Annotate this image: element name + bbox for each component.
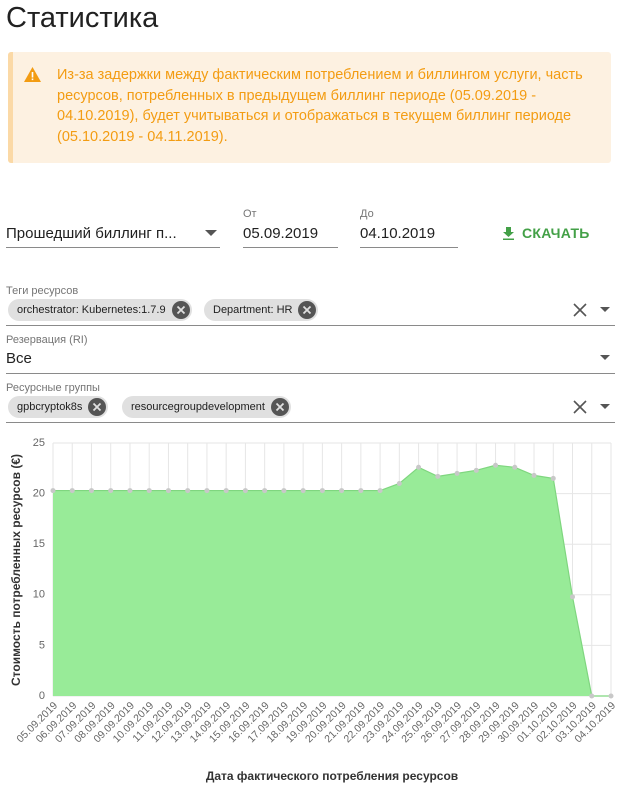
warning-icon: [24, 67, 41, 82]
data-point: [146, 488, 152, 494]
y-tick-label: 0: [39, 690, 45, 702]
underline: [6, 325, 615, 326]
data-point: [531, 472, 537, 478]
data-point: [108, 488, 114, 494]
area-line: [53, 464, 611, 697]
chip-remove[interactable]: [270, 398, 289, 416]
alert-box: [8, 52, 611, 163]
data-point: [339, 488, 345, 494]
underline: [360, 247, 458, 248]
data-point: [435, 473, 441, 479]
groups-label: Ресурсные группы: [6, 382, 100, 394]
tags-label: Теги ресурсов: [6, 285, 79, 297]
area: [53, 465, 611, 696]
data-point: [223, 488, 229, 494]
to-input[interactable]: 04.10.2019: [360, 225, 436, 242]
chip[interactable]: resourcegroupdevelopment: [122, 396, 291, 418]
y-tick-label: 5: [39, 639, 45, 651]
page-title: Статистика: [6, 2, 159, 34]
data-point: [608, 693, 614, 699]
data-point: [300, 488, 306, 494]
dropdown-arrow[interactable]: [600, 355, 610, 360]
from-input[interactable]: 05.09.2019: [243, 225, 319, 242]
alert-text: Из-за задержки между фактическим потребл…: [57, 67, 583, 145]
chip-text: orchestrator: Kubernetes:1.7.9: [17, 304, 166, 316]
chip[interactable]: orchestrator: Kubernetes:1.7.9: [8, 299, 192, 321]
data-point: [242, 488, 248, 494]
download-label: СКАЧАТЬ: [522, 225, 590, 241]
data-point: [281, 488, 287, 494]
data-point: [165, 488, 171, 494]
chip[interactable]: Department: HR: [204, 299, 319, 321]
underline: [6, 422, 615, 423]
from-label: От: [243, 208, 257, 220]
underline: [243, 247, 338, 248]
y-tick-label: 15: [33, 538, 45, 550]
underline: [6, 373, 615, 374]
period-select[interactable]: Прошедший биллинг п...: [6, 225, 177, 242]
underline: [6, 247, 220, 248]
chart: Стоимость потребленных ресурсов (€) Дата…: [9, 437, 618, 783]
data-point: [454, 470, 460, 476]
chip-remove[interactable]: [88, 398, 107, 416]
data-point: [473, 467, 479, 473]
data-point: [493, 462, 499, 468]
to-label: До: [360, 208, 374, 220]
data-point: [416, 464, 422, 470]
data-point: [69, 488, 75, 494]
data-point: [127, 488, 133, 494]
y-tick-label: 25: [33, 437, 45, 449]
clear-button[interactable]: [573, 400, 587, 414]
data-point: [377, 488, 383, 494]
dropdown-arrow[interactable]: [600, 404, 610, 409]
y-tick-label: 20: [33, 488, 45, 500]
data-point: [570, 594, 576, 600]
dropdown-arrow[interactable]: [600, 307, 610, 312]
dropdown-arrow[interactable]: [205, 230, 217, 236]
data-point: [50, 488, 56, 494]
data-point: [396, 480, 402, 486]
data-point: [185, 488, 191, 494]
chip-text: resourcegroupdevelopment: [131, 401, 265, 413]
data-point: [512, 464, 518, 470]
chip-remove[interactable]: [298, 301, 317, 319]
data-point: [262, 488, 268, 494]
chip-remove[interactable]: [171, 301, 190, 319]
data-point: [88, 488, 94, 494]
reservation-label: Резервация (RI): [6, 334, 88, 346]
y-axis-title: Стоимость потребленных ресурсов (€): [9, 454, 23, 686]
data-point: [204, 488, 210, 494]
data-point: [589, 693, 595, 699]
data-point: [319, 488, 325, 494]
download-button[interactable]: СКАЧАТЬ: [503, 225, 590, 241]
x-axis-title: Дата фактического потребления ресурсов: [206, 769, 458, 783]
data-point: [550, 475, 556, 481]
chip[interactable]: gpbcryptok8s: [8, 396, 109, 418]
download-icon: [503, 226, 514, 240]
clear-button[interactable]: [573, 303, 587, 317]
chip-text: Department: HR: [213, 304, 293, 316]
data-point: [358, 488, 364, 494]
chip-text: gpbcryptok8s: [17, 401, 83, 413]
reservation-select[interactable]: Все: [6, 350, 32, 367]
y-tick-label: 10: [33, 589, 45, 601]
